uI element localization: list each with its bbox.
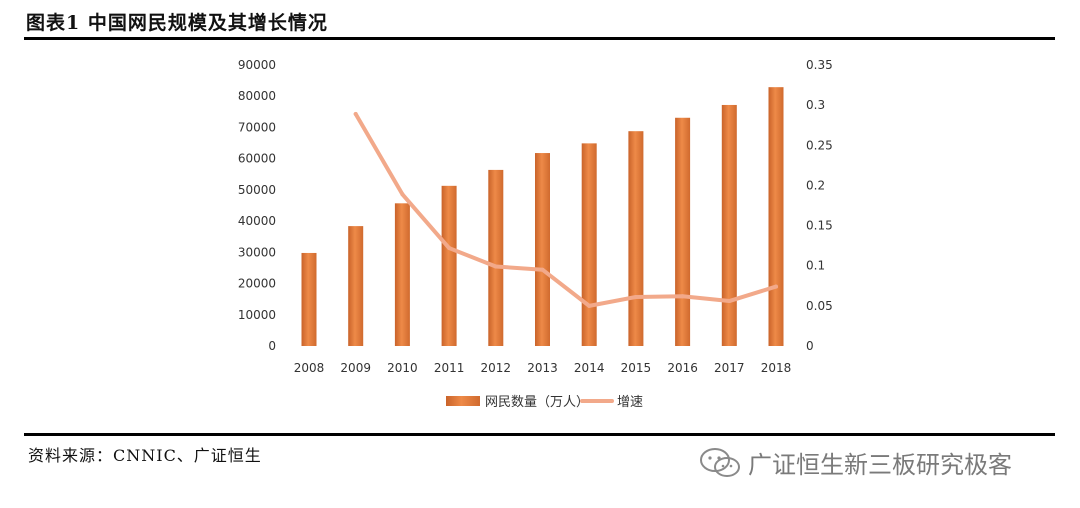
x-tick-label: 2018 [761, 361, 792, 375]
growth-point-2015 [633, 295, 638, 300]
x-tick-label: 2017 [714, 361, 745, 375]
x-axis: 2008 2009 2010 2011 2012 2013 2014 2015 2016 2017… [294, 361, 792, 375]
right-tick-label: 0.3 [806, 98, 825, 112]
right-tick-label: 0.05 [806, 299, 833, 313]
x-tick-label: 2008 [294, 361, 325, 375]
wechat-icon [700, 447, 740, 477]
x-tick-label: 2009 [340, 361, 371, 375]
growth-point-2017 [727, 299, 732, 304]
right-axis: 0 0.05 0.1 0.15 0.2 0.25 0.3 0.35 [806, 58, 833, 353]
bar-2013 [535, 153, 550, 346]
right-tick-label: 0.35 [806, 58, 833, 72]
left-tick-label: 0 [268, 339, 276, 353]
x-tick-label: 2012 [481, 361, 512, 375]
legend: 网民数量（万人） 增速 [446, 395, 643, 410]
growth-point-2014 [587, 303, 592, 308]
bar-2008 [301, 252, 317, 346]
bar-2018 [768, 87, 784, 346]
left-tick-label: 30000 [238, 245, 276, 259]
left-tick-label: 20000 [238, 277, 276, 291]
bar-2017 [721, 104, 737, 346]
x-tick-label: 2016 [667, 361, 698, 375]
bar-2010 [394, 203, 410, 346]
right-tick-label: 0.25 [806, 138, 833, 152]
source-note: 资料来源：CNNIC、广证恒生 [28, 446, 262, 465]
bar-2009 [348, 226, 364, 346]
x-tick-label: 2015 [621, 361, 652, 375]
growth-point-2012 [493, 264, 498, 269]
x-tick-label: 2013 [527, 361, 558, 375]
legend-line-label: 增速 [617, 395, 643, 410]
watermark-text: 广证恒生新三板研究极客 [748, 451, 1012, 479]
right-tick-label: 0 [806, 339, 814, 353]
bar-2012 [488, 169, 504, 346]
growth-point-2011 [447, 246, 452, 251]
left-tick-label: 10000 [238, 308, 276, 322]
right-tick-label: 0.2 [806, 178, 825, 192]
bar-2014 [581, 143, 597, 346]
watermark: 广证恒生新三板研究极客 [698, 445, 1012, 480]
left-tick-label: 90000 [238, 58, 276, 72]
legend-bar-swatch [446, 396, 480, 406]
x-tick-label: 2011 [434, 361, 465, 375]
bar-2011 [441, 185, 457, 346]
left-tick-label: 70000 [238, 120, 276, 134]
right-tick-label: 0.15 [806, 219, 833, 233]
growth-point-2013 [540, 267, 545, 272]
left-tick-label: 40000 [238, 214, 276, 228]
chart-title: 图表1 中国网民规模及其增长情况 [26, 12, 328, 34]
x-tick-label: 2014 [574, 361, 605, 375]
left-tick-label: 50000 [238, 183, 276, 197]
legend-bar-label: 网民数量（万人） [485, 395, 589, 410]
growth-point-2009 [353, 111, 358, 116]
chart-area: 0 10000 20000 30000 40000 50000 60000 70000 8000… [238, 58, 833, 410]
left-tick-label: 60000 [238, 152, 276, 166]
growth-line-layer [353, 111, 778, 308]
growth-point-2018 [774, 284, 778, 289]
growth-point-2016 [680, 294, 685, 299]
bars-layer [301, 87, 784, 346]
bottom-rule [24, 433, 1055, 436]
top-rule [24, 37, 1055, 40]
left-axis: 0 10000 20000 30000 40000 50000 60000 70000 8000… [238, 58, 276, 353]
bar-2015 [628, 131, 644, 346]
growth-rate-line [353, 111, 778, 308]
right-tick-label: 0.1 [806, 259, 825, 273]
x-tick-label: 2010 [387, 361, 418, 375]
bar-2016 [675, 117, 691, 346]
left-tick-label: 80000 [238, 89, 276, 103]
growth-point-2010 [400, 192, 405, 197]
